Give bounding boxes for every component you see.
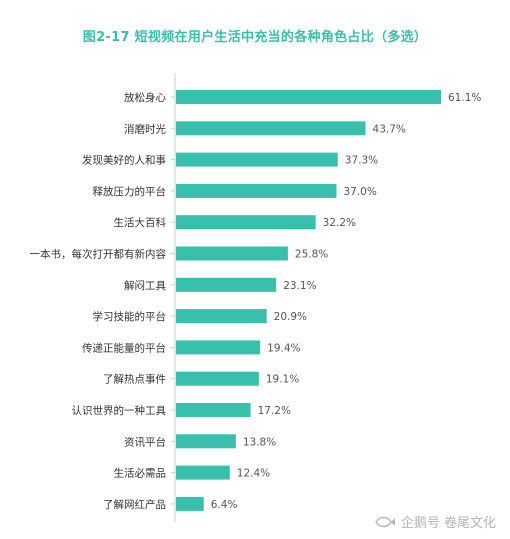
category-label: 解闷工具: [124, 279, 166, 292]
bar: [176, 183, 337, 198]
bar: [176, 246, 288, 261]
category-label: 传递正能量的平台: [82, 341, 166, 354]
category-label: 学习技能的平台: [93, 310, 167, 323]
value-label: 13.8%: [243, 436, 276, 448]
value-label: 37.3%: [345, 155, 378, 167]
watermark-text: 企鹅号 卷尾文化: [400, 516, 496, 531]
category-label: 发现美好的人和事: [82, 154, 166, 167]
watermark: 企鹅号 卷尾文化: [375, 512, 496, 531]
chart-title: 图2-17 短视频在用户生活中充当的各种角色占比（多选）: [82, 30, 428, 45]
category-label: 了解网红产品: [103, 498, 166, 511]
value-label: 12.4%: [237, 468, 270, 480]
value-label: 20.9%: [274, 311, 307, 323]
bar: [176, 465, 230, 480]
value-label: 19.4%: [267, 342, 300, 354]
value-label: 19.1%: [266, 374, 299, 386]
category-label: 生活大百科: [114, 216, 167, 229]
category-label: 了解热点事件: [103, 373, 166, 386]
value-label: 23.1%: [283, 280, 316, 292]
category-label: 生活必需品: [114, 467, 167, 480]
bar: [176, 277, 277, 292]
bar: [176, 121, 366, 136]
category-label: 资讯平台: [124, 435, 166, 448]
category-label: 消磨时光: [124, 122, 166, 135]
value-label: 61.1%: [448, 92, 481, 104]
category-label: 认识世界的一种工具: [72, 404, 167, 417]
value-label: 25.8%: [295, 249, 328, 261]
bar: [176, 152, 338, 167]
category-label: 放松身心: [124, 91, 166, 104]
value-label: 37.0%: [343, 186, 376, 198]
value-label: 43.7%: [373, 123, 406, 135]
category-label: 一本书，每次打开都有新内容: [30, 248, 167, 261]
bar: [176, 496, 204, 511]
bar: [176, 215, 316, 230]
bar: [176, 434, 236, 449]
bars-group: 放松身心 61.1% 消磨时光 43.7% 发现美好的人和事 37.3% 释放压力的平台 37…: [30, 90, 481, 511]
value-label: 17.2%: [258, 405, 291, 417]
bar: [176, 371, 259, 386]
value-label: 32.2%: [323, 217, 356, 229]
category-label: 释放压力的平台: [93, 185, 167, 198]
bar: [176, 403, 251, 417]
bar: [176, 90, 441, 104]
value-label: 6.4%: [211, 499, 238, 511]
fish-logo-icon: [375, 516, 395, 527]
bar: [176, 340, 261, 355]
bar: [176, 309, 267, 324]
